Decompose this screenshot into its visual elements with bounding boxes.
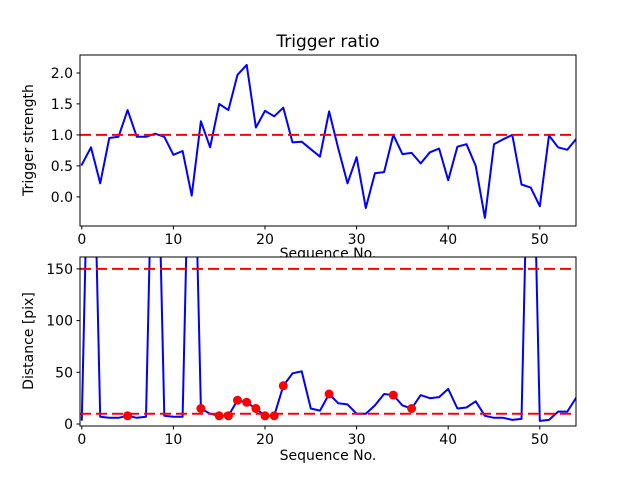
axes-1-y-tick-label: 100 (46, 314, 73, 330)
axes-1-x-tick-label: 10 (164, 432, 182, 448)
axes-0-x-tick-label: 0 (77, 232, 86, 248)
axes-0-x-tick-label: 50 (531, 232, 549, 248)
top-plot-title: Trigger ratio (276, 32, 380, 52)
axes-0-frame (79, 54, 577, 227)
axes-1-trigger-dot (251, 404, 261, 413)
axes-1-x-tick-label: 50 (531, 432, 549, 448)
axes-1-y-tick-label: 0 (64, 417, 73, 433)
axes-1-trigger-dot (269, 411, 279, 421)
axes-0-y-tick-label: 0.0 (51, 190, 73, 206)
axes-1-trigger-dot (407, 404, 417, 413)
axes-1-background (80, 257, 576, 426)
axes-1-trigger-dot (324, 389, 334, 399)
axes-1-trigger-dot (388, 390, 398, 400)
axes-1-trigger-dot (260, 411, 270, 421)
axes-1-trigger-dot (214, 411, 224, 421)
axes-1-trigger-dot (123, 411, 133, 421)
axes-0-y-tick-label: 2.0 (51, 66, 73, 82)
axes-0-x-tick-label: 10 (164, 232, 182, 248)
axes-1-y-tick-label: 50 (55, 365, 73, 381)
axes-1-frame (79, 256, 577, 427)
axes-0-data-line (80, 63, 576, 219)
axes-1-trigger-dot (223, 411, 233, 421)
axes-1-trigger-dot (278, 381, 288, 391)
axes-1-x-tick-label: 40 (439, 432, 457, 448)
axes-1-trigger-dot (242, 397, 252, 407)
axes-1-plot-area (80, 257, 576, 422)
axes-1-x-tick-label: 0 (77, 432, 86, 448)
axes-1-x-tick-label: 30 (348, 432, 366, 448)
axes-1-x-tick-label: 20 (256, 432, 274, 448)
axes-0-x-tick-label: 40 (439, 232, 457, 248)
axes-1-trigger-dot (233, 395, 242, 405)
bottom-plot-xlabel: Sequence No. (279, 448, 377, 464)
axes-0-x-tick-label: 30 (348, 232, 366, 248)
axes-0-plot-area (80, 63, 576, 219)
axes-0-background (80, 55, 576, 226)
axes-0-y-tick-label: 1.5 (51, 97, 73, 113)
axes-0-y-tick-label: 1.0 (51, 128, 73, 144)
axes-1-trigger-dot (196, 404, 206, 413)
axes-0-x-tick-label: 20 (256, 232, 274, 248)
axes-1-y-tick-label: 150 (46, 262, 73, 278)
axes-0-y-tick-label: 0.5 (51, 159, 73, 175)
